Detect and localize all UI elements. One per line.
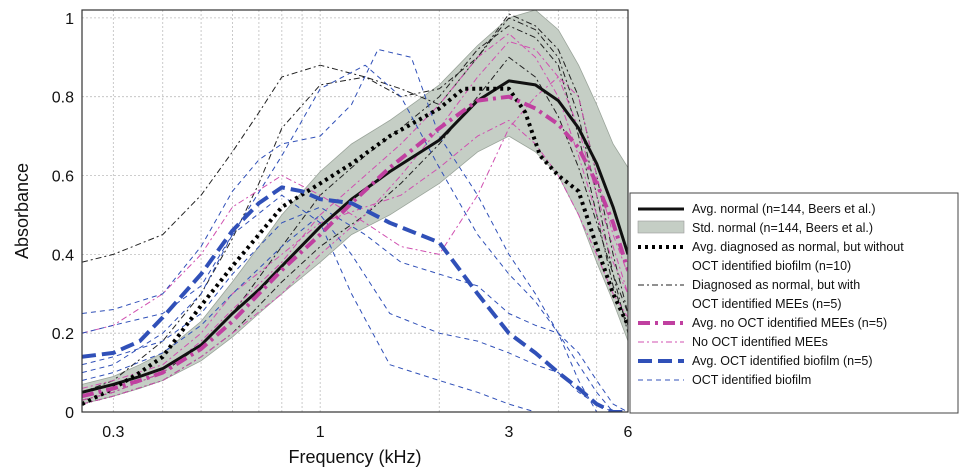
legend-label: Diagnosed as normal, but with <box>692 278 860 292</box>
legend-label: Avg. OCT identified biofilm (n=5) <box>692 354 873 368</box>
series-line <box>82 25 628 401</box>
x-tick-labels: 0.3 1 3 6 <box>102 424 632 441</box>
legend: Avg. normal (n=144, Beers et al.) Std. no… <box>629 192 959 414</box>
series-line <box>82 76 628 334</box>
x-axis-title: Frequency (kHz) <box>288 447 421 467</box>
y-tick-label: 0.6 <box>52 169 74 186</box>
y-tick-label: 0.8 <box>52 90 74 107</box>
y-tick-label: 1 <box>65 11 74 28</box>
legend-swatch-band <box>637 220 685 234</box>
y-axis-title: Absorbance <box>12 163 32 259</box>
x-tick-label: 6 <box>624 424 633 441</box>
series-line <box>82 214 628 412</box>
series-line <box>82 185 628 412</box>
y-tick-labels: 0 0.2 0.4 0.6 0.8 1 <box>52 11 74 422</box>
series-line <box>82 33 628 401</box>
x-tick-label: 0.3 <box>102 424 124 441</box>
legend-label: Avg. no OCT identified MEEs (n=5) <box>692 316 887 330</box>
legend-label: No OCT identified MEEs <box>692 335 828 349</box>
legend-label: OCT identified biofilm <box>692 373 811 387</box>
series-layer <box>82 13 628 412</box>
y-tick-label: 0 <box>65 405 74 422</box>
legend-label: Std. normal (n=144, Beers et al.) <box>692 221 873 235</box>
y-tick-label: 0.2 <box>52 326 74 343</box>
legend-label: OCT identified MEEs (n=5) <box>692 297 841 311</box>
x-tick-label: 1 <box>316 424 325 441</box>
legend-label: Avg. normal (n=144, Beers et al.) <box>692 202 876 216</box>
plot-frame <box>81 9 629 413</box>
series-line <box>82 119 628 389</box>
x-tick-label: 3 <box>504 424 513 441</box>
series-line <box>82 48 628 412</box>
legend-box <box>629 192 959 414</box>
series-line <box>82 79 628 394</box>
series-line <box>82 64 628 412</box>
legend-label: Avg. diagnosed as normal, but without <box>692 240 904 254</box>
legend-label: OCT identified biofilm (n=10) <box>692 259 851 273</box>
y-tick-label: 0.4 <box>52 247 74 264</box>
series-line <box>82 86 628 406</box>
